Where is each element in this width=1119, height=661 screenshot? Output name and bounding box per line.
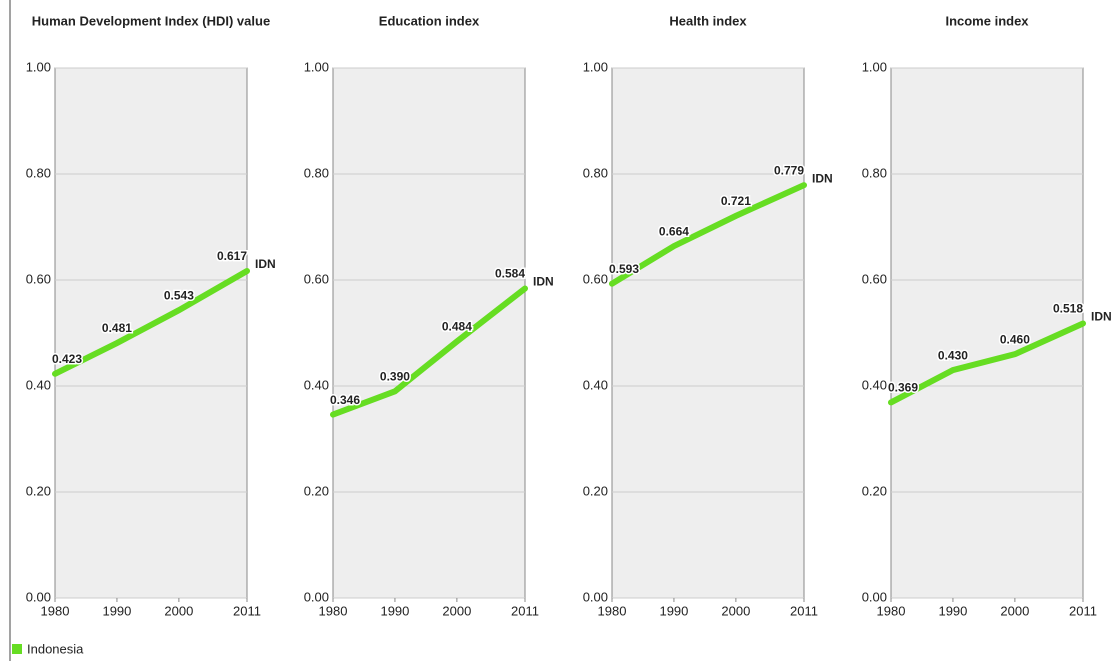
y-tick-label: 0.20 [304, 483, 329, 498]
plot-area [612, 68, 804, 598]
chart-title: Income index [945, 13, 1029, 28]
value-label: 0.543 [164, 288, 194, 302]
value-label: 0.721 [721, 194, 751, 208]
legend-label: Indonesia [27, 641, 84, 656]
x-tick-label: 1980 [41, 603, 70, 618]
chart-title: Health index [669, 13, 747, 28]
y-tick-label: 0.40 [583, 377, 608, 392]
x-tick-label: 2000 [164, 603, 193, 618]
value-label: 0.593 [609, 262, 639, 276]
value-label: 0.430 [938, 348, 968, 362]
y-tick-label: 0.60 [304, 271, 329, 286]
y-tick-label: 0.80 [862, 165, 887, 180]
y-tick-label: 0.60 [862, 271, 887, 286]
y-tick-label: 0.20 [583, 483, 608, 498]
y-tick-label: 1.00 [304, 59, 329, 74]
y-tick-label: 0.60 [26, 271, 51, 286]
x-tick-label: 2011 [1069, 603, 1097, 618]
y-tick-label: 1.00 [583, 59, 608, 74]
y-tick-label: 0.20 [26, 483, 51, 498]
value-label: 0.584 [495, 267, 525, 281]
plot-area [55, 68, 247, 598]
x-tick-label: 1980 [877, 603, 906, 618]
value-label: 0.518 [1053, 302, 1083, 316]
x-tick-label: 1980 [598, 603, 627, 618]
x-tick-label: 2011 [233, 603, 261, 618]
value-label: 0.346 [330, 393, 360, 407]
x-tick-label: 1990 [380, 603, 409, 618]
x-tick-label: 1990 [102, 603, 131, 618]
value-label: 0.423 [52, 352, 82, 366]
y-tick-label: 0.40 [304, 377, 329, 392]
chart-title: Education index [379, 13, 480, 28]
plot-area [333, 68, 525, 598]
x-tick-label: 1990 [938, 603, 967, 618]
y-tick-label: 0.80 [583, 165, 608, 180]
series-end-label: IDN [812, 171, 833, 185]
x-tick-label: 2011 [511, 603, 539, 618]
x-tick-label: 1990 [659, 603, 688, 618]
y-tick-label: 0.00 [26, 589, 51, 604]
x-tick-label: 2000 [1000, 603, 1029, 618]
series-end-label: IDN [1091, 310, 1112, 324]
legend-swatch [12, 644, 22, 654]
chart-title: Human Development Index (HDI) value [32, 13, 270, 28]
y-tick-label: 0.20 [862, 483, 887, 498]
value-label: 0.779 [774, 163, 804, 177]
y-tick-label: 0.60 [583, 271, 608, 286]
value-label: 0.664 [659, 224, 689, 238]
y-tick-label: 0.00 [304, 589, 329, 604]
x-tick-label: 2000 [442, 603, 471, 618]
value-label: 0.369 [888, 381, 918, 395]
y-tick-label: 0.80 [26, 165, 51, 180]
chart: Indonesia Human Development Index (HDI) … [0, 0, 1119, 661]
y-tick-label: 0.40 [26, 377, 51, 392]
x-tick-label: 2000 [721, 603, 750, 618]
series-end-label: IDN [533, 275, 554, 289]
value-label: 0.390 [380, 369, 410, 383]
y-tick-label: 0.00 [862, 589, 887, 604]
value-label: 0.484 [442, 320, 472, 334]
y-tick-label: 1.00 [862, 59, 887, 74]
series-end-label: IDN [255, 257, 276, 271]
value-label: 0.617 [217, 249, 247, 263]
x-tick-label: 2011 [790, 603, 818, 618]
plot-area [891, 68, 1083, 598]
value-label: 0.460 [1000, 332, 1030, 346]
y-tick-label: 0.40 [862, 377, 887, 392]
y-tick-label: 0.80 [304, 165, 329, 180]
value-label: 0.481 [102, 321, 132, 335]
y-tick-label: 1.00 [26, 59, 51, 74]
y-tick-label: 0.00 [583, 589, 608, 604]
x-tick-label: 1980 [319, 603, 348, 618]
page: Indonesia Human Development Index (HDI) … [0, 0, 1119, 661]
